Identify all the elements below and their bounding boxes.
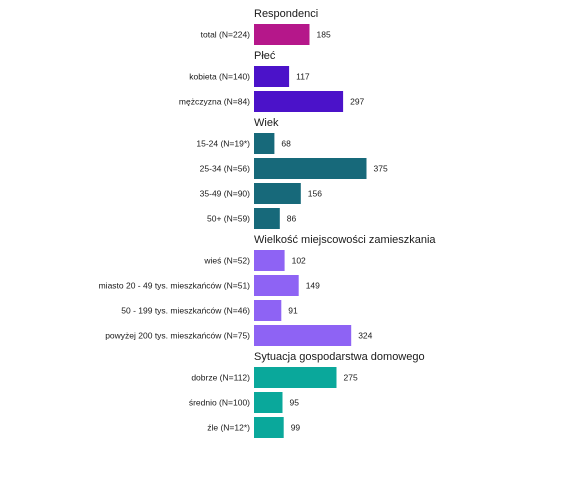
value-label: 275 bbox=[344, 373, 358, 383]
category-label: wieś (N=52) bbox=[203, 256, 250, 266]
bar bbox=[254, 91, 344, 112]
bar bbox=[254, 325, 352, 346]
bar bbox=[254, 300, 282, 321]
bar bbox=[254, 24, 310, 45]
bar bbox=[254, 417, 284, 438]
bar bbox=[254, 183, 301, 204]
category-label: dobrze (N=112) bbox=[191, 373, 250, 383]
bar bbox=[254, 367, 337, 388]
value-label: 99 bbox=[291, 423, 301, 433]
category-label: 25-34 (N=56) bbox=[200, 164, 250, 174]
bar bbox=[254, 392, 283, 413]
group-title: Wiek bbox=[254, 117, 279, 129]
value-label: 102 bbox=[292, 256, 306, 266]
category-label: total (N=224) bbox=[201, 30, 251, 40]
bar bbox=[254, 208, 280, 229]
bar bbox=[254, 66, 290, 87]
value-label: 149 bbox=[306, 281, 320, 291]
bar bbox=[254, 250, 285, 271]
bar bbox=[254, 133, 275, 154]
category-label: 35-49 (N=90) bbox=[200, 189, 250, 199]
group-title: Wielkość miejscowości zamieszkania bbox=[254, 234, 436, 246]
group-title: Respondenci bbox=[254, 8, 318, 20]
value-label: 324 bbox=[358, 331, 372, 341]
category-label: 15-24 (N=19*) bbox=[196, 139, 250, 149]
category-label: miasto 20 - 49 tys. mieszkańców (N=51) bbox=[99, 281, 251, 291]
value-label: 86 bbox=[287, 214, 297, 224]
value-label: 95 bbox=[290, 398, 300, 408]
category-label: kobieta (N=140) bbox=[189, 72, 250, 82]
group-title: Płeć bbox=[254, 50, 276, 62]
value-label: 185 bbox=[317, 30, 331, 40]
value-label: 297 bbox=[350, 97, 364, 107]
value-label: 68 bbox=[281, 139, 291, 149]
group-title: Sytuacja gospodarstwa domowego bbox=[254, 351, 425, 363]
bar bbox=[254, 275, 299, 296]
bar bbox=[254, 158, 367, 179]
value-label: 91 bbox=[288, 306, 298, 316]
value-label: 117 bbox=[296, 72, 310, 82]
category-label: 50+ (N=59) bbox=[207, 214, 250, 224]
category-label: 50 - 199 tys. mieszkańców (N=46) bbox=[121, 306, 250, 316]
category-label: źle (N=12*) bbox=[207, 423, 250, 433]
category-label: powyżej 200 tys. mieszkańców (N=75) bbox=[105, 331, 250, 341]
value-label: 156 bbox=[308, 189, 322, 199]
category-label: średnio (N=100) bbox=[189, 398, 250, 408]
value-label: 375 bbox=[374, 164, 388, 174]
category-label: mężczyzna (N=84) bbox=[179, 97, 250, 107]
